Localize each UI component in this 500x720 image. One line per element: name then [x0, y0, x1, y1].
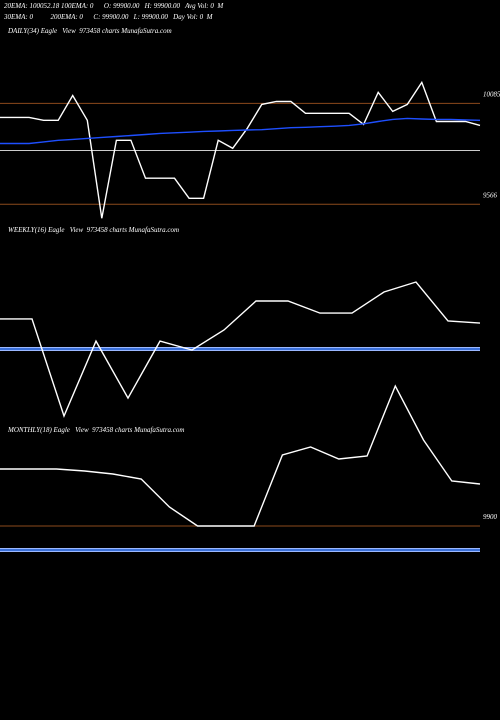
panel-label: WEEKLY(16) Eagle View 973458 charts Muna… — [8, 226, 179, 234]
header-line: 20EMA: 100052.18 100EMA: 0 O: 99900.00 H… — [4, 2, 224, 10]
price-line — [0, 117, 481, 145]
panel-label: MONTHLY(18) Eagle View 973458 charts Mun… — [7, 426, 184, 434]
header-line: 30EMA: 0 200EMA: 0 C: 99900.00 L: 99900.… — [3, 13, 214, 21]
y-tick-label: 9900 — [483, 513, 498, 521]
panel-label: DAILY(34) Eagle View 973458 charts Munaf… — [7, 27, 172, 35]
price-line — [0, 80, 481, 219]
price-line — [0, 384, 481, 527]
y-tick-label: 10085 — [483, 90, 500, 98]
y-tick-label: 9566 — [483, 191, 498, 199]
price-line — [0, 281, 481, 418]
